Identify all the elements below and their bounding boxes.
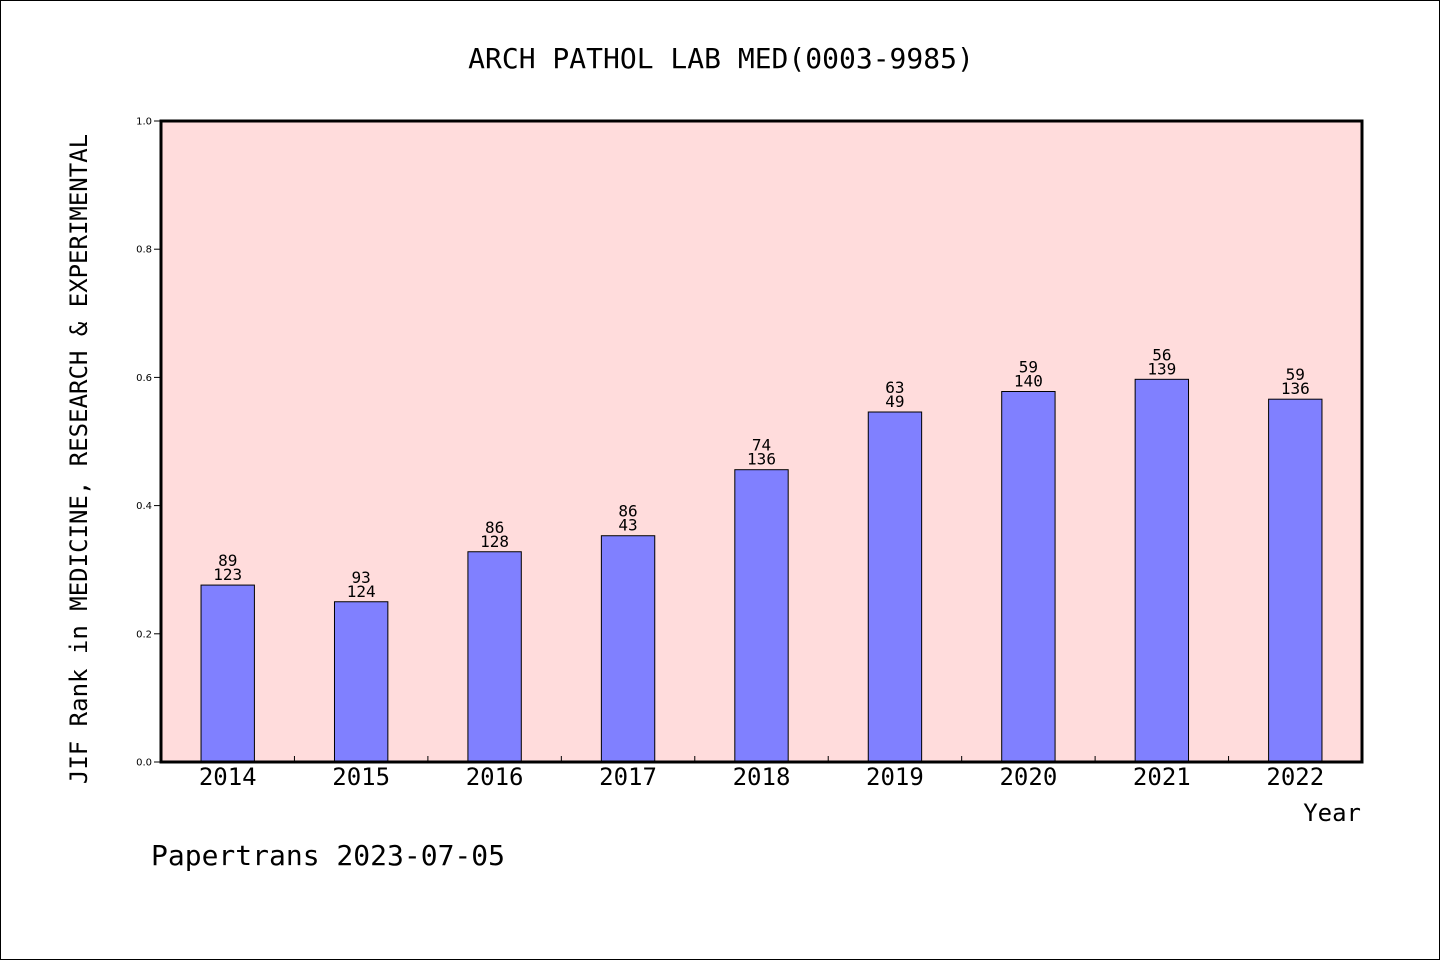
bar-label-top-2020: 59 xyxy=(1019,358,1038,377)
bar-label-bottom-2014: 123 xyxy=(213,565,242,584)
bar-2021 xyxy=(1134,378,1190,763)
y-axis-label: JIF Rank in MEDICINE, RESEARCH & EXPERIM… xyxy=(65,134,93,784)
bar-label-top-2016: 86 xyxy=(485,518,504,537)
x-tick-label-2021: 2021 xyxy=(1133,763,1191,791)
plot-border xyxy=(159,119,1364,764)
y-tick-label-0.6: 0.6 xyxy=(136,373,152,384)
bar-label-top-2021: 56 xyxy=(1152,345,1171,364)
bar-label-top-2022: 59 xyxy=(1286,365,1305,384)
y-tick-label-0.8: 0.8 xyxy=(136,245,152,256)
bar-2019 xyxy=(867,411,923,763)
y-tick-label-0.2: 0.2 xyxy=(136,629,152,640)
bar-label-top-2014: 89 xyxy=(218,551,237,570)
bar-label-bottom-2020: 140 xyxy=(1014,372,1043,391)
x-tick-label-2014: 2014 xyxy=(199,763,257,791)
bar-label-bottom-2019: 49 xyxy=(885,392,904,411)
bar-label-bottom-2021: 139 xyxy=(1147,359,1176,378)
bar-2017 xyxy=(600,535,656,763)
x-tick-label-2017: 2017 xyxy=(599,763,657,791)
bar-label-bottom-2022: 136 xyxy=(1281,379,1310,398)
x-tick-label-2020: 2020 xyxy=(999,763,1057,791)
bar-label-top-2018: 74 xyxy=(752,436,771,455)
bar-label-top-2017: 86 xyxy=(618,502,637,521)
chart-title: ARCH PATHOL LAB MED(0003-9985) xyxy=(468,42,974,75)
x-tick-label-2019: 2019 xyxy=(866,763,924,791)
bar-2014 xyxy=(200,584,255,763)
bar-2015 xyxy=(333,601,389,763)
y-tick-label-0.0: 0.0 xyxy=(136,758,152,769)
bar-2018 xyxy=(734,469,789,763)
bar-label-bottom-2018: 136 xyxy=(747,450,776,469)
bar-2016 xyxy=(467,551,522,763)
bar-2022 xyxy=(1268,398,1323,763)
x-tick-label-2015: 2015 xyxy=(332,763,390,791)
x-tick-label-2016: 2016 xyxy=(466,763,524,791)
x-axis-label: Year xyxy=(1303,799,1361,827)
y-tick-label-0.4: 0.4 xyxy=(136,501,152,512)
bars-layer xyxy=(200,378,1323,763)
bar-2020 xyxy=(1001,391,1056,763)
x-tick-label-2018: 2018 xyxy=(733,763,791,791)
bar-label-bottom-2017: 43 xyxy=(618,516,637,535)
footer-text: Papertrans 2023-07-05 xyxy=(151,839,505,872)
y-axis-ticks: 0.0 0.2 0.4 0.6 0.8 1.0 xyxy=(136,117,161,769)
bar-label-top-2015: 93 xyxy=(352,568,371,587)
x-axis-ticks: 2014 2015 2016 2017 2018 2019 2020 2021 2022 xyxy=(199,756,1324,791)
y-tick-label-1.0: 1.0 xyxy=(136,117,152,128)
bar-label-top-2019: 63 xyxy=(885,378,904,397)
bar-label-bottom-2016: 128 xyxy=(480,532,509,551)
bar-label-bottom-2015: 124 xyxy=(347,582,376,601)
x-tick-label-2022: 2022 xyxy=(1266,763,1324,791)
